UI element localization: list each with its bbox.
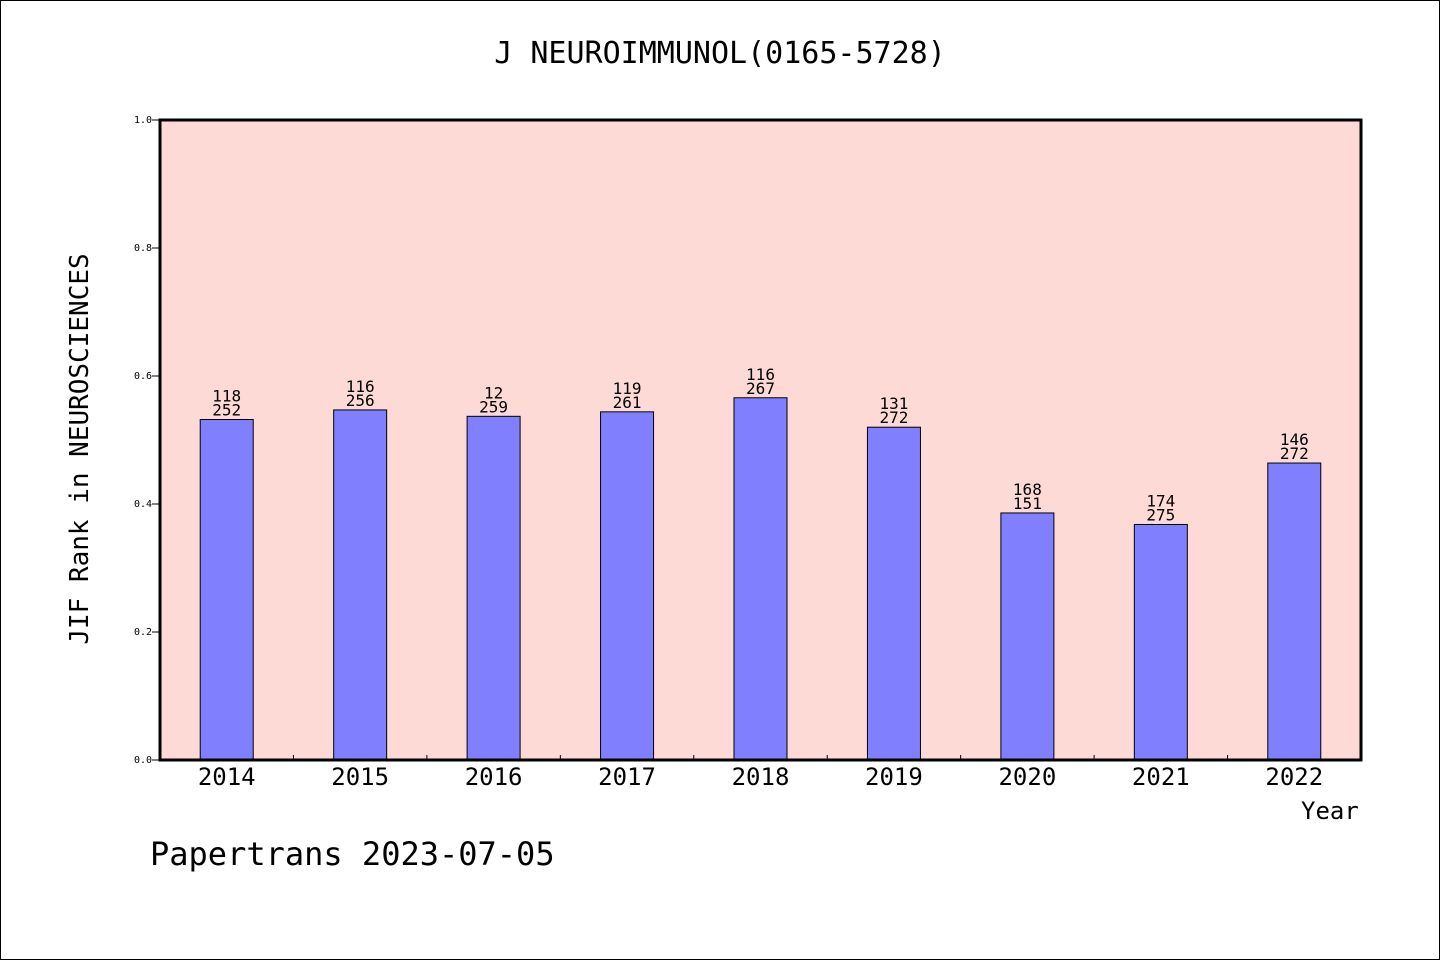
bar-label-top-2017: 119	[613, 379, 642, 398]
x-tick-label-2018: 2018	[732, 763, 790, 791]
bar-2017	[600, 411, 655, 761]
plot-border	[158, 118, 1363, 762]
x-tick-label-2015: 2015	[331, 763, 389, 791]
bar-label-top-2014: 118	[212, 387, 241, 406]
y-tick-label: 0.2	[134, 627, 152, 638]
bar-label-bottom-2022: 272	[1280, 444, 1309, 463]
bar-label-bottom-2020: 151	[1013, 494, 1042, 513]
y-tick-label: 1.0	[134, 115, 152, 126]
bar-label-bottom-2017: 261	[613, 393, 642, 412]
bar-label-top-2015: 116	[346, 377, 375, 396]
x-tick-label-2019: 2019	[865, 763, 923, 791]
x-tick-label-2017: 2017	[598, 763, 656, 791]
y-tick-label: 0.8	[134, 243, 152, 254]
x-tick-label-2016: 2016	[465, 763, 523, 791]
bar-label-top-2018: 116	[746, 365, 775, 384]
footer-credit: Papertrans 2023-07-05	[150, 835, 555, 873]
x-tick-label-2021: 2021	[1132, 763, 1190, 791]
bar-label-bottom-2014: 252	[212, 401, 241, 420]
chart-title: J NEUROIMMUNOL(0165-5728)	[494, 36, 946, 71]
bar-label-bottom-2016: 259	[479, 397, 508, 416]
bar-label-bottom-2019: 272	[879, 408, 908, 427]
bar-label-top-2020: 168	[1013, 480, 1042, 499]
bar-label-top-2022: 146	[1280, 430, 1309, 449]
bar-label-bottom-2015: 256	[346, 391, 375, 410]
x-tick-label-2022: 2022	[1265, 763, 1323, 791]
x-ticks-group: 2014 2015 2016 2017 2018 2019 2020 2021 2022	[198, 755, 1323, 791]
y-tick-label: 0.0	[134, 755, 152, 766]
bar-2014	[199, 419, 254, 761]
bar-label-top-2019: 131	[879, 394, 908, 413]
bar-2020	[1000, 512, 1055, 761]
y-tick-label: 0.4	[134, 499, 152, 510]
x-axis-label: Year	[1301, 797, 1359, 825]
y-ticks-group: 0.0 0.2 0.4 0.6 0.8 1.0	[134, 115, 160, 766]
bar-2022	[1267, 462, 1322, 761]
bar-2015	[333, 409, 388, 761]
bar-label-top-2016: 12	[484, 383, 503, 402]
x-tick-label-2014: 2014	[198, 763, 256, 791]
y-tick-label: 0.6	[134, 371, 152, 382]
bar-2019	[866, 426, 921, 761]
bar-2016	[466, 415, 521, 761]
x-tick-label-2020: 2020	[998, 763, 1056, 791]
bar-2018	[733, 397, 788, 761]
bar-label-top-2021: 174	[1146, 491, 1175, 510]
bar-2021	[1133, 523, 1188, 761]
bar-label-bottom-2018: 267	[746, 379, 775, 398]
bar-label-bottom-2021: 275	[1146, 505, 1175, 524]
